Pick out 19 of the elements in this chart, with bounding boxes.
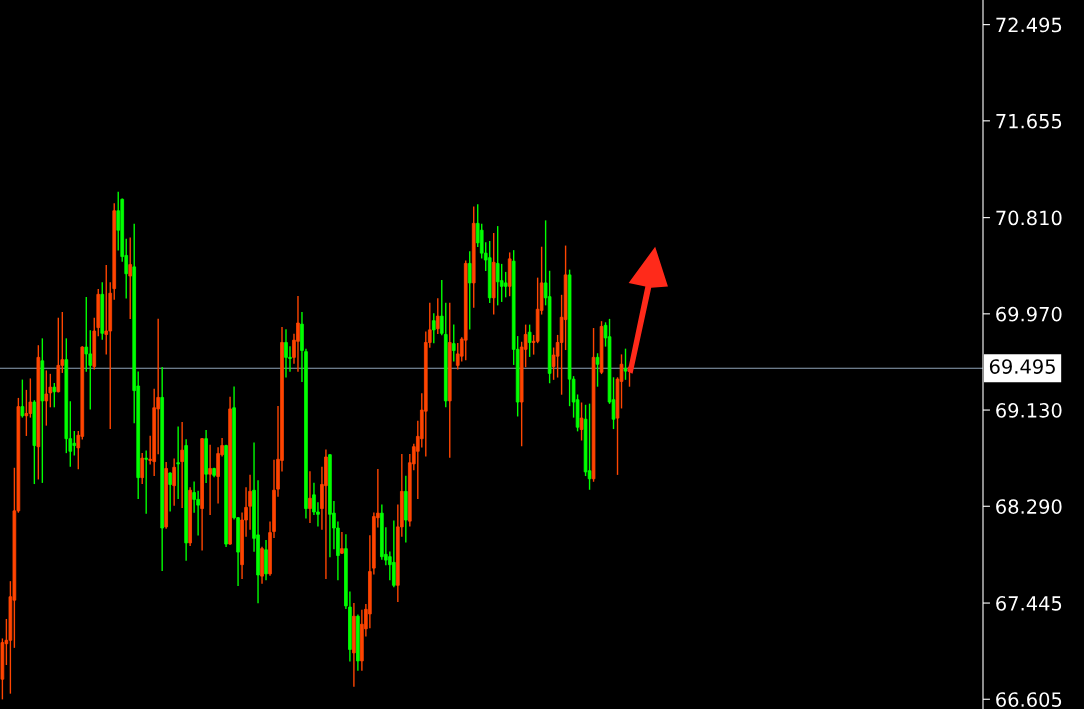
y-tick-label: 72.495 bbox=[996, 17, 1062, 33]
y-tick-label: 67.445 bbox=[996, 596, 1062, 611]
candlestick bbox=[623, 348, 628, 380]
y-tick-label: 69.130 bbox=[996, 403, 1062, 418]
y-tick-label: 70.810 bbox=[996, 210, 1062, 226]
candlestick bbox=[104, 265, 109, 355]
y-tick-label: 66.605 bbox=[996, 692, 1062, 707]
candlestick bbox=[503, 271, 508, 298]
candlestick bbox=[84, 297, 89, 372]
candlestick bbox=[499, 263, 504, 302]
y-tick-label: 71.655 bbox=[996, 113, 1062, 129]
candlestick bbox=[52, 383, 57, 408]
ref-line-label: 69.495 bbox=[989, 359, 1055, 374]
y-tick-label: 68.290 bbox=[996, 499, 1062, 514]
candlestick bbox=[431, 313, 436, 344]
y-tick-label: 69.970 bbox=[996, 306, 1062, 322]
candlestick bbox=[44, 370, 49, 426]
candlestick bbox=[599, 321, 604, 375]
candlestick bbox=[176, 426, 180, 499]
